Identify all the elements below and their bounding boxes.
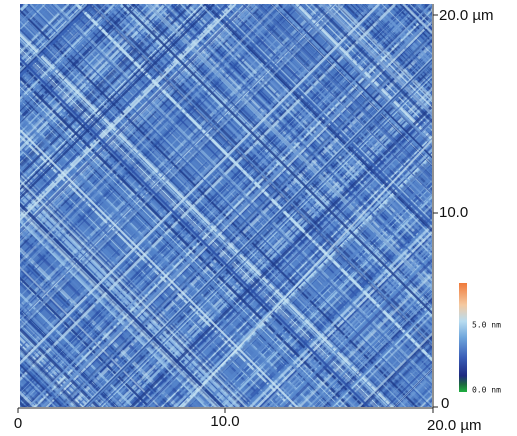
texture-line — [421, 4, 517, 424]
afm-figure: 20.0 µm 10.0 0 0 10.0 20.0 µm 5.0 nm 0.0… — [0, 0, 517, 436]
texture-line — [420, 4, 517, 424]
x-tick-label: 10.0 — [210, 413, 239, 430]
colorbar — [459, 283, 467, 392]
texture-line — [0, 4, 23, 424]
y-tick-label: 10.0 — [439, 204, 468, 221]
x-tick-label: 20.0 µm — [427, 417, 482, 434]
colorbar-label: 5.0 nm — [472, 321, 501, 330]
y-tick-label: 20.0 µm — [439, 7, 494, 24]
texture-line — [0, 4, 22, 424]
x-tick-label: 0 — [14, 415, 22, 432]
texture-line — [422, 4, 517, 424]
y-tick-label: 0 — [441, 395, 449, 412]
texture-line — [420, 4, 517, 424]
texture-line — [420, 4, 517, 424]
texture-line — [422, 4, 517, 424]
colorbar-label: 0.0 nm — [472, 386, 501, 395]
